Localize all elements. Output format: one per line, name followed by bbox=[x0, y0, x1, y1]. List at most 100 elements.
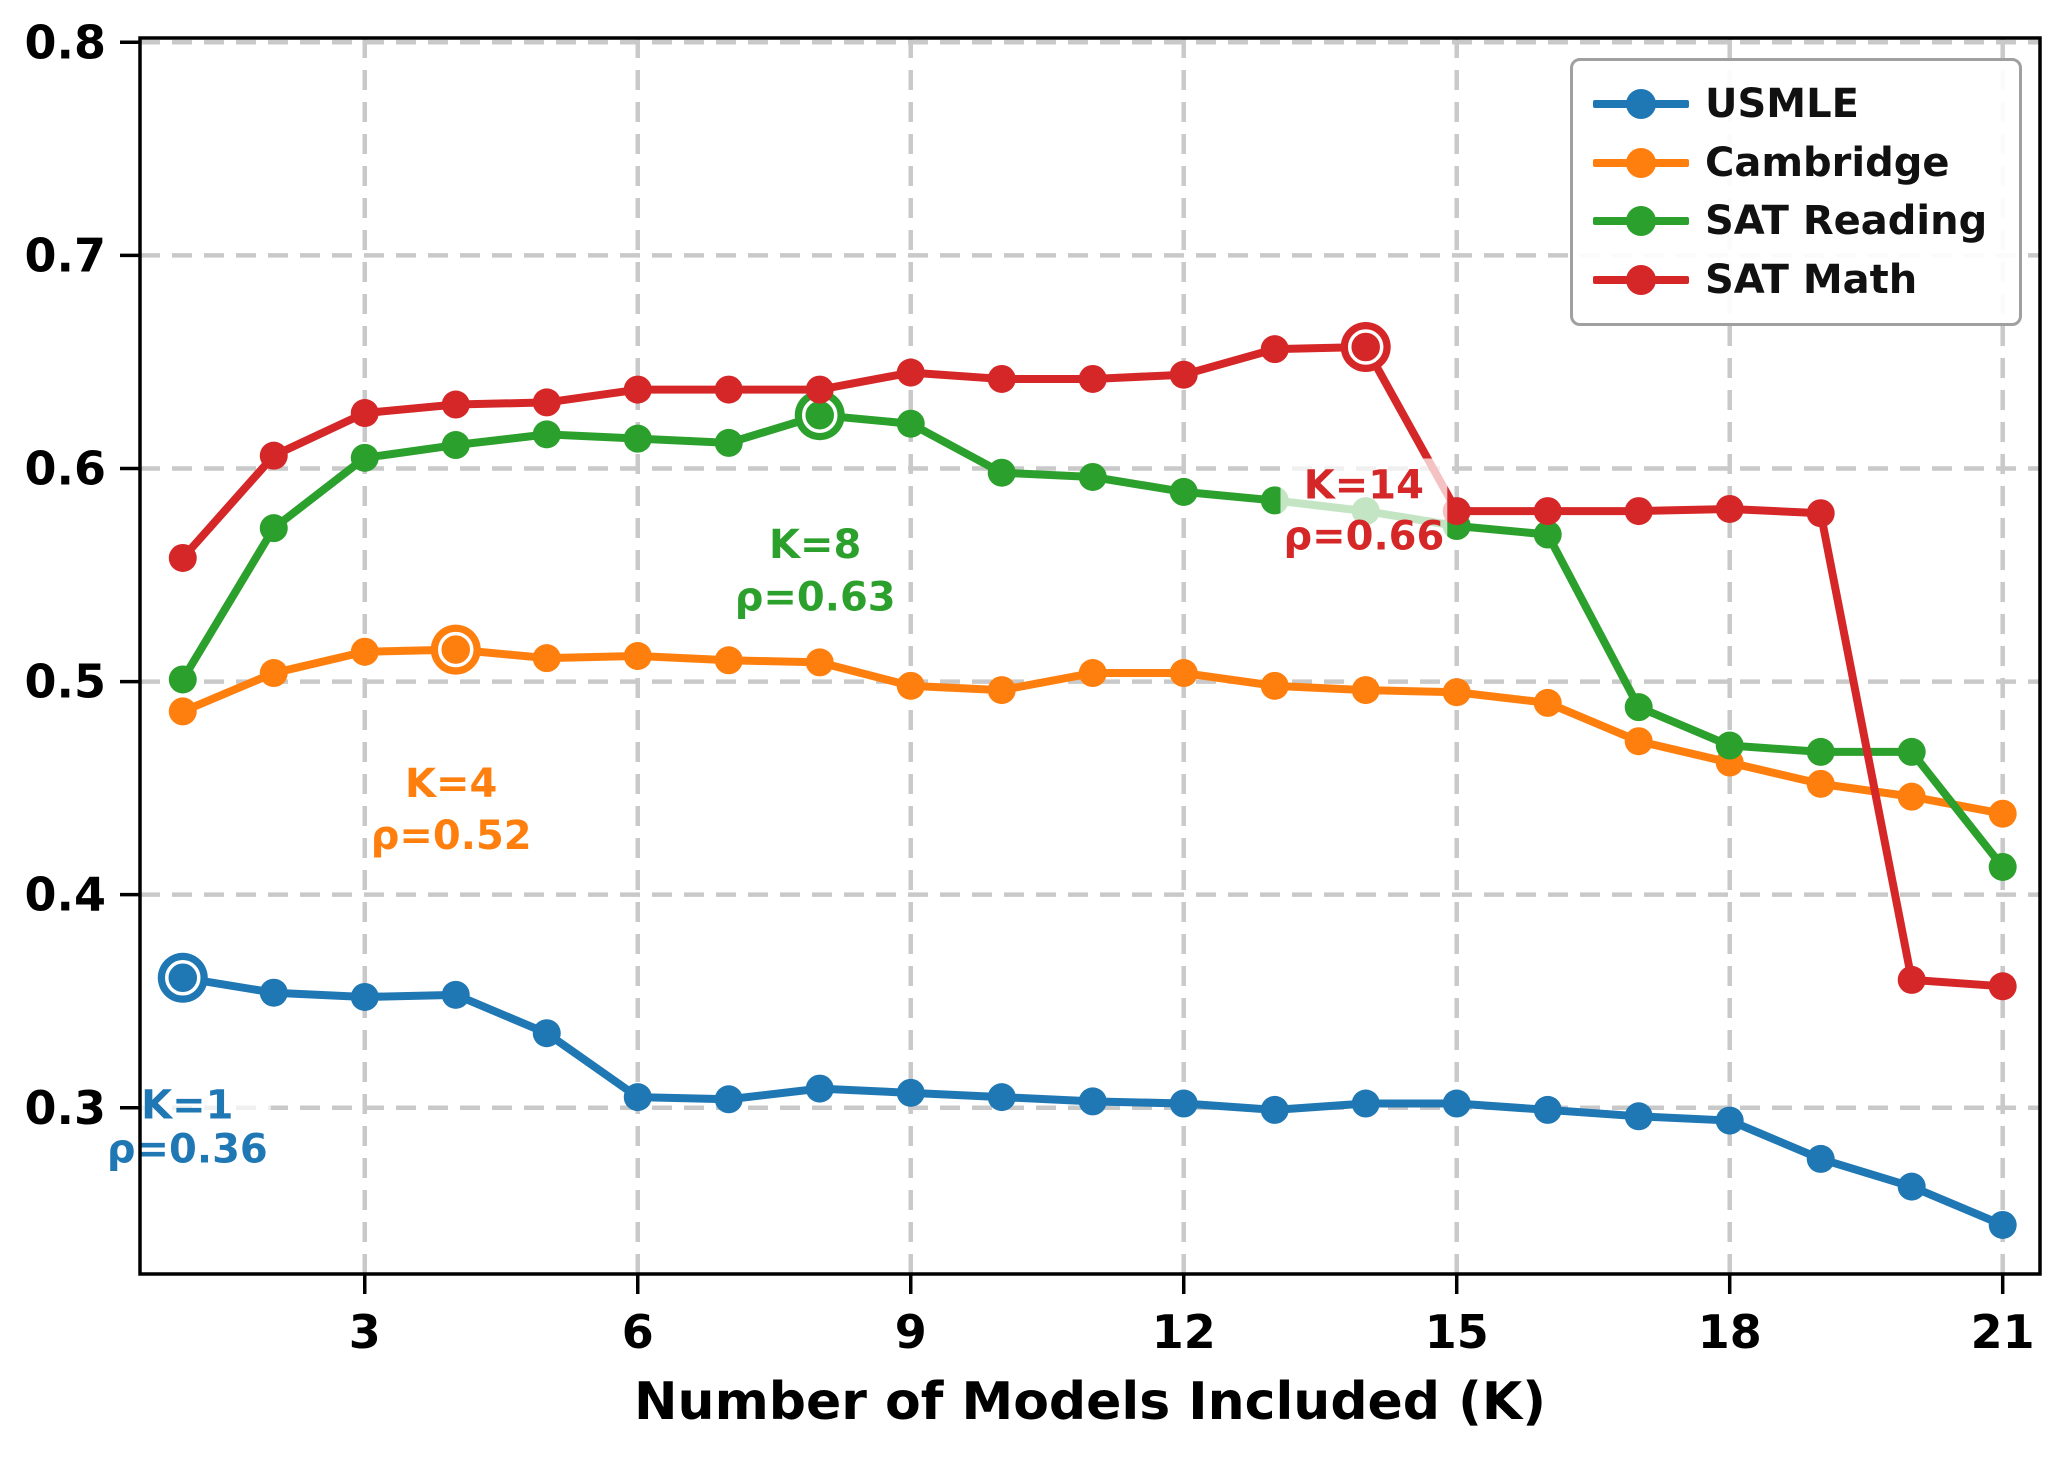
data-point-marker bbox=[1442, 678, 1471, 707]
data-point-marker bbox=[1533, 520, 1562, 549]
legend-item-usmle: USMLE bbox=[1573, 84, 2019, 124]
data-point-marker bbox=[1806, 737, 1835, 766]
legend-item-sat-math: SAT Math bbox=[1573, 260, 2019, 300]
data-point-marker bbox=[532, 420, 561, 449]
x-tick-label: 15 bbox=[1425, 1305, 1489, 1359]
data-point-marker bbox=[1078, 462, 1107, 491]
data-point-marker bbox=[1624, 693, 1653, 722]
data-point-marker bbox=[350, 399, 379, 428]
data-point-marker bbox=[1169, 1089, 1198, 1118]
x-tick-label: 12 bbox=[1152, 1305, 1216, 1359]
y-tick-label: 0.6 bbox=[25, 441, 107, 495]
data-point-marker bbox=[1078, 659, 1107, 688]
annotation-rho-label: ρ=0.66 bbox=[1283, 514, 1444, 560]
data-point-marker bbox=[805, 1074, 834, 1103]
x-tick-label: 18 bbox=[1698, 1305, 1762, 1359]
data-point-marker bbox=[1715, 731, 1744, 760]
data-point-marker bbox=[1169, 360, 1198, 389]
plot-border bbox=[138, 36, 2042, 1276]
data-point-marker bbox=[350, 637, 379, 666]
data-point-marker bbox=[623, 642, 652, 670]
data-point-marker bbox=[532, 388, 561, 417]
annotation-rho-label: ρ=0.52 bbox=[371, 813, 532, 859]
data-point-marker bbox=[1351, 676, 1380, 705]
y-tick-label: 0.8 bbox=[25, 15, 107, 69]
data-point-marker bbox=[1624, 497, 1653, 526]
data-point-marker bbox=[714, 428, 743, 457]
annotation-rho-label: ρ=0.63 bbox=[735, 574, 896, 620]
data-point-marker bbox=[1260, 335, 1289, 364]
legend-label: Cambridge bbox=[1705, 139, 1950, 186]
data-point-marker bbox=[1715, 494, 1744, 523]
data-point-marker bbox=[987, 676, 1016, 705]
data-point-marker bbox=[1897, 737, 1926, 766]
data-point-marker bbox=[1442, 1089, 1471, 1118]
data-point-marker bbox=[1533, 688, 1562, 717]
data-point-marker bbox=[1260, 1095, 1289, 1124]
highlight-ring bbox=[165, 960, 201, 996]
data-point-marker bbox=[1351, 1089, 1380, 1118]
data-point-marker bbox=[805, 375, 834, 404]
data-point-marker bbox=[1988, 972, 2017, 1001]
data-point-marker bbox=[532, 1019, 561, 1048]
data-point-marker bbox=[714, 646, 743, 675]
y-tick-label: 0.5 bbox=[25, 655, 107, 709]
x-tick-label: 21 bbox=[1971, 1305, 2035, 1359]
data-point-marker bbox=[1806, 499, 1835, 528]
data-point-marker bbox=[441, 390, 470, 419]
legend-marker-icon bbox=[1593, 276, 1689, 285]
highlight-ring bbox=[1347, 329, 1384, 365]
data-point-marker bbox=[987, 364, 1016, 393]
data-point-marker bbox=[1533, 1095, 1562, 1124]
x-axis-label: Number of Models Included (K) bbox=[634, 1372, 1546, 1432]
annotation-box bbox=[1280, 458, 1448, 564]
data-point-marker bbox=[441, 431, 470, 460]
data-point-marker bbox=[259, 659, 288, 688]
data-point-marker bbox=[1806, 1144, 1835, 1173]
annotation-k-label: K=4 bbox=[405, 761, 497, 807]
y-tick-label: 0.4 bbox=[25, 868, 107, 922]
data-point-marker bbox=[168, 665, 197, 694]
data-point-marker bbox=[1078, 1087, 1107, 1116]
legend-label: SAT Reading bbox=[1705, 198, 1988, 245]
x-tick-label: 6 bbox=[622, 1305, 654, 1359]
x-tick-label: 9 bbox=[895, 1305, 927, 1359]
legend: USMLE Cambridge SAT Reading SAT Math bbox=[1570, 58, 2022, 326]
legend-item-cambridge: Cambridge bbox=[1573, 143, 2019, 183]
annotation-rho-label: ρ=0.36 bbox=[107, 1126, 268, 1172]
data-point-marker bbox=[896, 1078, 925, 1107]
data-point-marker bbox=[1624, 727, 1653, 756]
legend-label: SAT Math bbox=[1705, 257, 1918, 304]
data-point-marker bbox=[896, 671, 925, 700]
legend-marker-icon bbox=[1593, 158, 1689, 167]
x-tick-label: 3 bbox=[349, 1305, 381, 1359]
annotation-k-label: K=8 bbox=[769, 522, 861, 568]
data-point-marker bbox=[1988, 799, 2017, 828]
data-point-marker bbox=[350, 443, 379, 472]
legend-label: USMLE bbox=[1705, 80, 1859, 127]
y-tick-label: 0.7 bbox=[25, 228, 107, 282]
annotation-box bbox=[367, 756, 535, 864]
data-point-marker bbox=[896, 358, 925, 387]
data-point-marker bbox=[1624, 1102, 1653, 1131]
data-point-marker bbox=[441, 980, 470, 1009]
data-point-marker bbox=[987, 458, 1016, 487]
data-point-marker bbox=[1260, 671, 1289, 700]
data-point-marker bbox=[1169, 477, 1198, 506]
data-point-marker bbox=[259, 514, 288, 543]
y-tick-label: 0.3 bbox=[25, 1081, 107, 1135]
legend-item-sat-reading: SAT Reading bbox=[1573, 201, 2019, 241]
data-point-marker bbox=[805, 648, 834, 677]
annotation-k-label: K=1 bbox=[141, 1083, 233, 1129]
data-point-marker bbox=[1169, 659, 1198, 688]
data-point-marker bbox=[714, 1085, 743, 1114]
data-point-marker bbox=[168, 697, 197, 726]
data-point-marker bbox=[259, 441, 288, 470]
data-point-marker bbox=[1988, 1210, 2017, 1239]
data-point-marker bbox=[1715, 1106, 1744, 1135]
data-point-marker bbox=[259, 978, 288, 1007]
data-point-marker bbox=[987, 1083, 1016, 1112]
legend-marker-icon bbox=[1593, 99, 1689, 108]
data-point-marker bbox=[532, 644, 561, 673]
